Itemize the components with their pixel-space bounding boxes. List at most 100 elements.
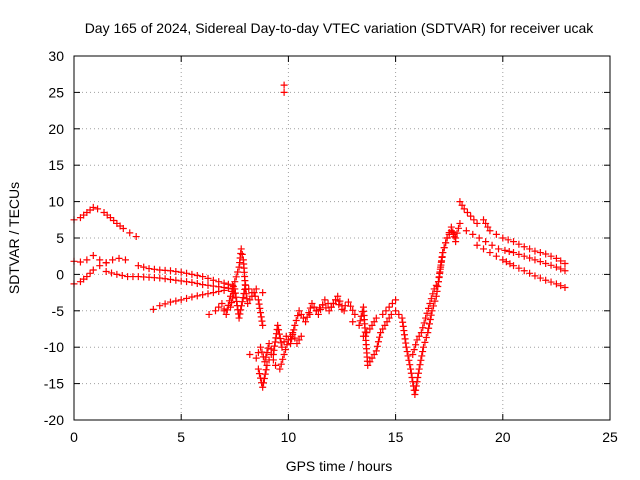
data-point-interp [425, 324, 433, 332]
data-point-interp [407, 369, 415, 377]
series-track-j [254, 329, 305, 391]
data-point [456, 219, 464, 227]
data-point [242, 281, 250, 289]
data-point-interp [366, 358, 374, 366]
series-track-a [70, 203, 140, 241]
data-point-interp [450, 233, 458, 241]
data-point-interp [118, 271, 126, 279]
y-tick-label: 5 [56, 230, 64, 246]
data-point [248, 289, 256, 297]
y-tick-label: 30 [48, 48, 64, 64]
data-point-interp [370, 350, 378, 358]
data-point-interp [295, 336, 303, 344]
data-point [480, 216, 488, 224]
data-point [177, 268, 185, 276]
data-point [520, 243, 528, 251]
data-point [134, 262, 142, 270]
data-point [492, 230, 500, 238]
data-point-interp [454, 224, 462, 232]
data-point [156, 302, 164, 310]
data-point-interp [419, 348, 427, 356]
data-point [439, 249, 447, 257]
data-point [231, 285, 239, 293]
data-point-interp [240, 290, 248, 298]
data-point [89, 266, 97, 274]
data-point [486, 227, 494, 235]
data-point [297, 332, 305, 340]
data-point [289, 329, 297, 337]
y-tick-label: -10 [44, 339, 64, 355]
data-point [467, 212, 475, 220]
data-point-interp [504, 236, 512, 244]
data-point-interp [275, 326, 283, 334]
x-tick-label: 5 [177, 429, 185, 445]
data-point [402, 343, 410, 351]
data-point [145, 265, 153, 273]
data-point [338, 305, 346, 313]
data-point [259, 289, 267, 297]
data-point-interp [140, 263, 148, 271]
data-point [278, 343, 286, 351]
data-point-interp [438, 257, 446, 265]
data-point [220, 279, 228, 287]
data-point [355, 321, 363, 329]
data-point-interp [438, 253, 446, 261]
data-point [293, 340, 301, 348]
data-point [428, 307, 436, 315]
data-point [486, 249, 494, 257]
data-point-interp [287, 332, 295, 340]
data-point-interp [229, 294, 237, 302]
data-point-interp [254, 349, 262, 357]
data-point [460, 205, 468, 213]
y-tick-label: 25 [48, 84, 64, 100]
data-point [495, 245, 503, 253]
data-point-interp [237, 306, 245, 314]
data-point [156, 274, 164, 282]
data-point-interp [515, 264, 523, 272]
data-point [473, 219, 481, 227]
data-point [199, 273, 207, 281]
data-point-interp [204, 281, 212, 289]
data-point-interp [379, 325, 387, 333]
data-point-interp [255, 300, 263, 308]
data-point-interp [515, 240, 523, 248]
data-point-interp [515, 250, 523, 258]
series-track-n [359, 296, 400, 340]
data-point [499, 234, 507, 242]
data-point [351, 310, 359, 318]
data-point [392, 296, 400, 304]
data-point-interp [310, 303, 318, 311]
data-point [415, 365, 423, 373]
data-point-interp [256, 304, 264, 312]
data-point [119, 225, 127, 233]
data-point-interp [291, 334, 299, 342]
data-point [392, 307, 400, 315]
data-point-interp [251, 292, 259, 300]
y-tick-label: -5 [52, 303, 65, 319]
data-point-interp [434, 283, 442, 291]
series-track-e [134, 262, 237, 289]
data-point [520, 252, 528, 260]
data-point [372, 347, 380, 355]
data-point [263, 361, 271, 369]
data-point-interp [405, 356, 413, 364]
series-track-d [102, 267, 237, 293]
data-point-interp [282, 346, 290, 354]
data-point [531, 247, 539, 255]
data-point-interp [264, 344, 272, 352]
data-point [177, 277, 185, 285]
data-point-interp [526, 254, 534, 262]
data-point [222, 310, 230, 318]
data-point-interp [277, 339, 285, 347]
data-point-interp [453, 229, 461, 237]
series-track-r [462, 227, 569, 275]
x-tick-label: 20 [495, 429, 511, 445]
data-point [501, 246, 509, 254]
data-point-interp [395, 310, 403, 318]
data-point [332, 296, 340, 304]
data-point [295, 307, 303, 315]
data-point-interp [502, 258, 510, 266]
data-point-interp [412, 386, 420, 394]
data-point-interp [432, 281, 440, 289]
